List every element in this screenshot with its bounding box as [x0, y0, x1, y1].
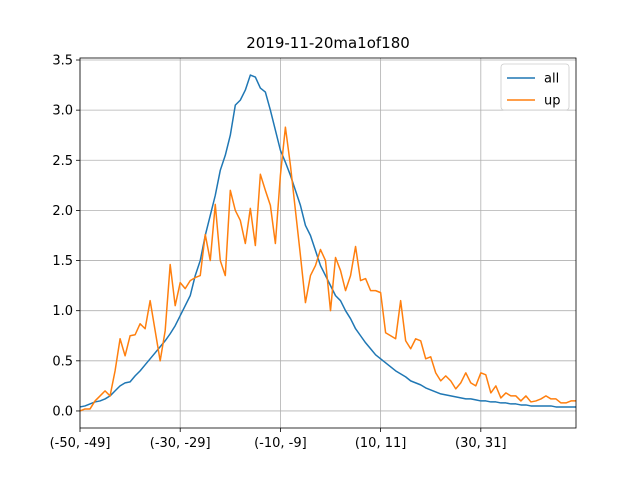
- series-line-up: [79, 126, 576, 412]
- legend-label-up: up: [544, 94, 561, 109]
- y-tick-label: 1.5: [52, 254, 73, 269]
- legend-label-all: all: [544, 72, 559, 87]
- x-tick-label: (10, 11]: [355, 436, 407, 451]
- grid: [79, 58, 576, 428]
- x-tick-label: (-30, -29]: [150, 436, 211, 451]
- x-tick-label: (-50, -49]: [50, 436, 111, 451]
- legend: all up: [500, 63, 570, 111]
- x-tick-label: (30, 31]: [455, 436, 507, 451]
- x-tick-label: (-10, -9]: [254, 436, 307, 451]
- y-tick-label: 2.5: [52, 154, 73, 169]
- plot-frame: [79, 57, 577, 429]
- series-layer: [79, 74, 576, 412]
- chart-title: 2019-11-20ma1of180: [246, 34, 410, 52]
- y-tick-label: 2.0: [52, 204, 73, 219]
- x-axis: (-50, -49] (-30, -29] (-10, -9] (10, 11] (30…: [50, 428, 507, 451]
- y-tick-label: 0.0: [52, 404, 73, 419]
- y-tick-label: 1.0: [52, 304, 73, 319]
- y-tick-label: 3.5: [52, 54, 73, 69]
- y-tick-label: 0.5: [52, 354, 73, 369]
- y-tick-label: 3.0: [52, 104, 73, 119]
- y-axis: 0.0 0.5 1.0 1.5 2.0 2.5 3.0 3.5: [52, 54, 80, 419]
- legend-box: [500, 63, 570, 111]
